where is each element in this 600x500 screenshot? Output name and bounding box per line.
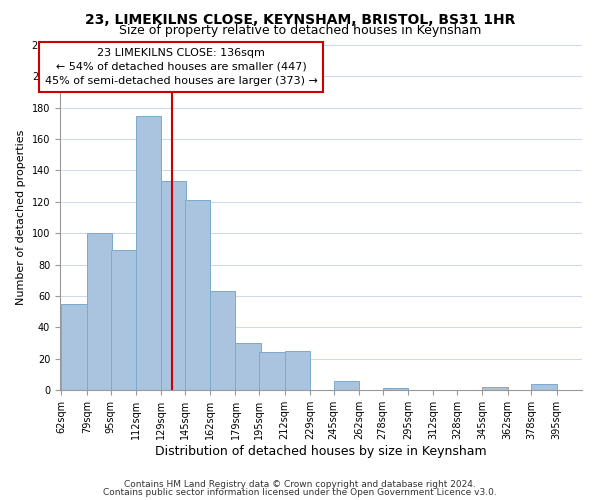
Bar xyxy=(61,304,87,390)
Bar xyxy=(161,182,187,390)
Text: Contains public sector information licensed under the Open Government Licence v3: Contains public sector information licen… xyxy=(103,488,497,497)
Bar xyxy=(185,200,210,390)
Text: Contains HM Land Registry data © Crown copyright and database right 2024.: Contains HM Land Registry data © Crown c… xyxy=(124,480,476,489)
Bar xyxy=(210,291,235,390)
Text: 23 LIMEKILNS CLOSE: 136sqm
← 54% of detached houses are smaller (447)
45% of sem: 23 LIMEKILNS CLOSE: 136sqm ← 54% of deta… xyxy=(45,48,317,86)
Bar xyxy=(136,116,161,390)
Text: 23, LIMEKILNS CLOSE, KEYNSHAM, BRISTOL, BS31 1HR: 23, LIMEKILNS CLOSE, KEYNSHAM, BRISTOL, … xyxy=(85,12,515,26)
Bar xyxy=(383,388,408,390)
Bar xyxy=(482,387,508,390)
Bar xyxy=(87,233,112,390)
Bar xyxy=(235,343,261,390)
Bar xyxy=(532,384,557,390)
Bar xyxy=(110,250,136,390)
Text: Size of property relative to detached houses in Keynsham: Size of property relative to detached ho… xyxy=(119,24,481,37)
Bar xyxy=(284,351,310,390)
Bar xyxy=(259,352,284,390)
Y-axis label: Number of detached properties: Number of detached properties xyxy=(16,130,26,305)
X-axis label: Distribution of detached houses by size in Keynsham: Distribution of detached houses by size … xyxy=(155,444,487,458)
Bar xyxy=(334,380,359,390)
